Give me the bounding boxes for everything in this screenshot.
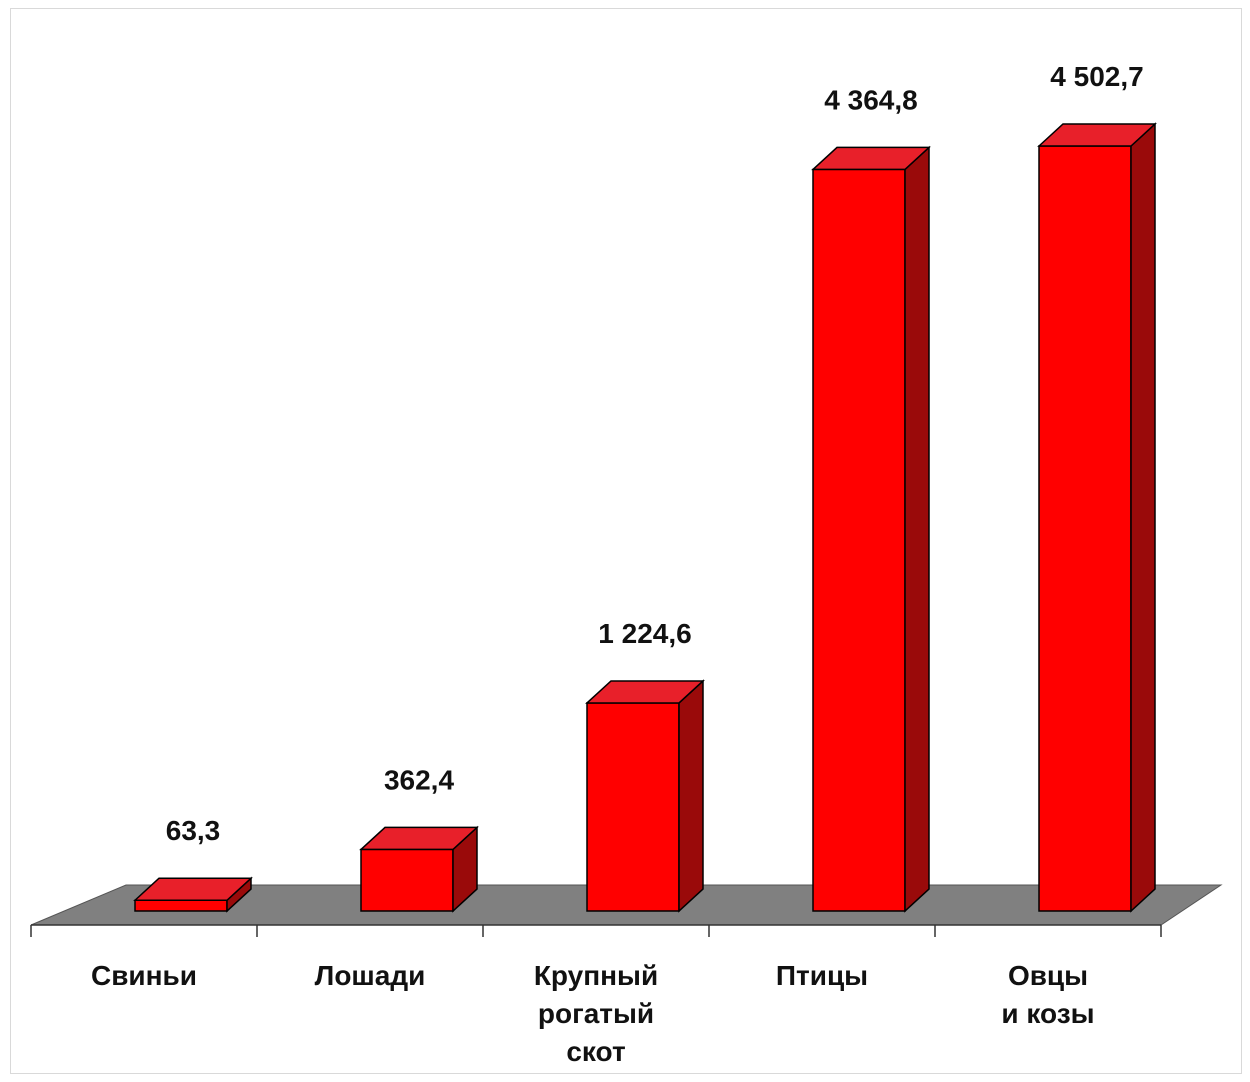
- bar-front: [134, 899, 228, 912]
- data-label: 4 364,8: [824, 84, 917, 115]
- x-tick-label: Крупный рогатый скот: [534, 960, 658, 1067]
- bar: [585, 679, 705, 913]
- bar-side: [1130, 122, 1156, 913]
- x-tick-label: Свиньи: [91, 960, 197, 991]
- bar: [811, 145, 931, 913]
- bar: [133, 876, 253, 913]
- bar: [1037, 122, 1157, 913]
- bar-side: [678, 679, 704, 913]
- category-labels-layer: Свиньи Лошади Крупный рогатый скот Птицы Овцы и…: [91, 960, 1095, 1067]
- x-tick-label: Птицы: [776, 960, 868, 991]
- bars-layer: [133, 122, 1157, 913]
- x-axis: [30, 924, 1162, 937]
- data-label: 4 502,7: [1050, 61, 1143, 92]
- bar-side: [904, 145, 930, 913]
- bar-top: [585, 680, 705, 704]
- bar-top: [1037, 123, 1157, 147]
- bar-front: [586, 702, 680, 912]
- bar-front: [360, 848, 454, 912]
- bar-front: [1038, 145, 1132, 912]
- data-label: 1 224,6: [598, 618, 691, 649]
- x-tick-label: Лошади: [315, 960, 426, 991]
- value-labels-layer: 63,3 362,4 1 224,6 4 364,8 4 502,7: [166, 61, 1144, 846]
- x-tick-label-line: скот: [566, 1036, 625, 1067]
- x-tick-label-line: Овцы: [1008, 960, 1088, 991]
- bar-top: [359, 826, 479, 851]
- bar-top: [133, 877, 253, 901]
- chart-frame: 63,3 362,4 1 224,6 4 364,8 4 502,7 Свиньи Лош…: [10, 8, 1242, 1074]
- data-label: 362,4: [384, 764, 454, 795]
- bar-front: [812, 168, 906, 912]
- bar: [359, 825, 479, 913]
- x-tick-label-line: и козы: [1001, 998, 1094, 1029]
- x-tick-label-line: Птицы: [776, 960, 868, 991]
- bar-top: [811, 146, 931, 171]
- data-label: 63,3: [166, 815, 221, 846]
- x-tick-label: Овцы и козы: [1001, 960, 1094, 1029]
- x-tick-label-line: рогатый: [538, 998, 654, 1029]
- x-tick-label-line: Лошади: [315, 960, 426, 991]
- bar-chart: 63,3 362,4 1 224,6 4 364,8 4 502,7 Свиньи Лош…: [30, 61, 1223, 1067]
- x-tick-label-line: Свиньи: [91, 960, 197, 991]
- x-tick-label-line: Крупный: [534, 960, 658, 991]
